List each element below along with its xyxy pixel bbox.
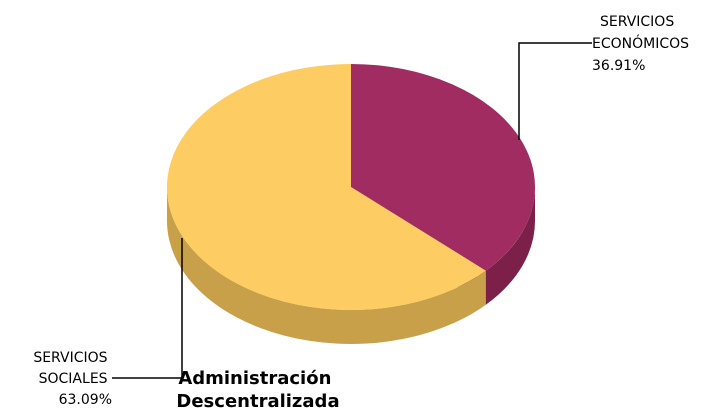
chart-title-line: Descentralizada xyxy=(176,391,339,412)
pie-top-faces xyxy=(166,64,535,310)
slice-label-line: SERVICIOS xyxy=(600,14,674,30)
slice-label-servicios-sociales: SERVICIOS SOCIALES 63.09% xyxy=(33,350,112,408)
chart-title: Administración Descentralizada xyxy=(176,368,339,412)
slice-value-label: 36.91% xyxy=(592,58,645,74)
pie-side-servicios-sociales xyxy=(167,187,486,344)
slice-label-line: ECONÓMICOS xyxy=(592,34,689,52)
pie-slice-servicios-sociales xyxy=(166,64,486,310)
slice-value-label: 63.09% xyxy=(59,392,112,408)
slice-label-servicios-economicos: SERVICIOS ECONÓMICOS 36.91% xyxy=(592,14,693,74)
pie-side-servicios-economicos xyxy=(485,187,535,305)
pie-slice-servicios-economicos xyxy=(351,64,535,271)
slice-label-line: SOCIALES xyxy=(39,371,108,387)
leader-line-servicios-economicos xyxy=(518,42,592,140)
slice-label-line: SERVICIOS xyxy=(33,350,107,366)
chart-title-line: Administración xyxy=(178,368,331,389)
leader-line-servicios-sociales xyxy=(112,238,183,379)
